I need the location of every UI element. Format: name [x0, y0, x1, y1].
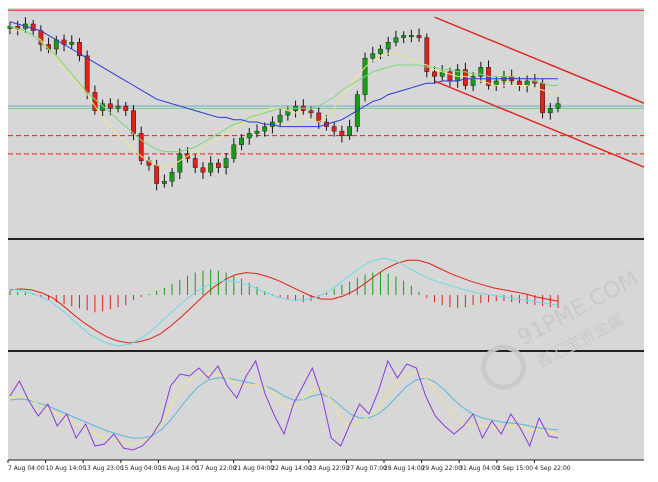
- bull-candle: [401, 35, 407, 38]
- ma-fast-line: [10, 30, 559, 169]
- bear-candle: [432, 71, 437, 77]
- bear-candle: [540, 83, 545, 114]
- bear-candle: [424, 37, 430, 73]
- bear-candle: [416, 35, 422, 38]
- stoch-main-line: [9, 359, 559, 451]
- trend-channel-lower: [434, 80, 645, 168]
- bull-candle: [69, 42, 75, 45]
- x-tick-label: 16 Aug 14:00: [158, 465, 199, 472]
- bull-candle: [547, 108, 553, 114]
- bear-candle: [107, 103, 113, 109]
- bull-candle: [378, 48, 383, 54]
- bear-candle: [138, 133, 144, 161]
- bull-candle: [169, 171, 175, 182]
- bear-candle: [200, 167, 206, 173]
- macd-signal-line: [9, 259, 559, 344]
- bull-candle: [177, 153, 183, 173]
- bear-candle: [77, 42, 82, 57]
- x-tick-label: 31 Aug 04:00: [459, 465, 500, 472]
- bear-candle: [154, 165, 160, 184]
- bull-candle: [370, 53, 376, 59]
- bull-candle: [408, 35, 414, 38]
- x-tick-label: 23 Aug 22:00: [309, 465, 350, 472]
- stochastic-panel: [9, 359, 559, 451]
- bull-candle: [254, 130, 260, 134]
- stoch-slow-line: [9, 377, 559, 439]
- price-panel: [7, 9, 645, 191]
- bull-candle: [524, 80, 530, 86]
- bull-candle: [277, 114, 283, 123]
- stoch-signal-line: [9, 371, 559, 445]
- bull-candle: [100, 103, 106, 111]
- bull-candle: [470, 76, 476, 86]
- bull-candle: [208, 162, 214, 173]
- bear-candle: [192, 158, 198, 168]
- bear-candle: [30, 23, 36, 31]
- bull-candle: [246, 133, 252, 139]
- bull-candle: [262, 126, 268, 132]
- x-tick-label: 10 Aug 14:00: [46, 465, 87, 472]
- x-tick-label: 29 Aug 22:00: [422, 465, 463, 472]
- bull-candle: [239, 137, 244, 146]
- bull-candle: [223, 158, 229, 168]
- x-tick-label: 15 Aug 04:00: [121, 465, 162, 472]
- x-tick-label: 17 Aug 22:00: [196, 465, 237, 472]
- macd-main-line: [9, 257, 559, 347]
- x-tick-label: 28 Aug 14:00: [384, 465, 425, 472]
- bear-candle: [331, 126, 337, 132]
- x-tick-label: 22 Aug 14:00: [271, 465, 312, 472]
- watermark-logo-icon: [481, 344, 527, 390]
- trend-channel-upper: [434, 16, 645, 104]
- stochastic-panel-background: [8, 352, 644, 460]
- bear-candle: [215, 162, 221, 168]
- bull-candle: [347, 126, 353, 136]
- bull-candle: [161, 181, 167, 184]
- bear-candle: [123, 105, 129, 111]
- x-tick-label: 27 Aug 07:00: [346, 465, 387, 472]
- bull-candle: [115, 105, 121, 109]
- ma-mid-line: [9, 25, 558, 153]
- bear-candle: [131, 110, 136, 134]
- x-tick-label: 3 Sep 15:00: [497, 465, 533, 472]
- x-tick-label: 21 Aug 04:00: [234, 465, 275, 472]
- bull-candle: [555, 103, 561, 109]
- macd-panel: [9, 257, 559, 347]
- ma-slow-line: [9, 21, 558, 128]
- bull-candle: [478, 67, 484, 77]
- bull-candle: [385, 42, 391, 50]
- x-tick-label: 7 Aug 04:00: [8, 465, 45, 472]
- bull-candle: [393, 37, 399, 43]
- bear-candle: [308, 110, 314, 114]
- bull-candle: [231, 144, 237, 159]
- bear-candle: [84, 55, 90, 93]
- x-tick-label: 13 Aug 23:00: [83, 465, 124, 472]
- bear-candle: [517, 80, 522, 86]
- bear-candle: [339, 130, 345, 136]
- x-tick-label: 4 Sep 22:00: [534, 465, 570, 472]
